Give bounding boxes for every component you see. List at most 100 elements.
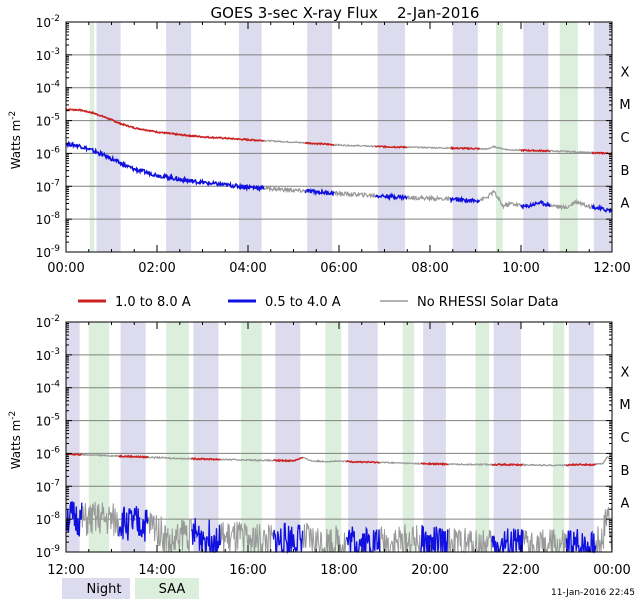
- top-series: [65, 107, 613, 214]
- saa-band: [495, 22, 503, 252]
- saa-band: [166, 322, 189, 552]
- night-band: [493, 322, 521, 552]
- flare-class-label: C: [620, 131, 629, 146]
- series-line-long: [66, 107, 262, 142]
- top-ticks: 10-9 10-8 10-7 10-6 10-5 10-4 10-3 10-2 A B C M X 00:…: [36, 14, 631, 276]
- night-band: [423, 322, 446, 552]
- x-tick-label: 18:00: [320, 563, 357, 578]
- top-panel: 10-9 10-8 10-7 10-6 10-5 10-4 10-3 10-2 A B C M X 00:…: [8, 14, 631, 276]
- series-line-long: [520, 148, 551, 153]
- y-tick-label: 10-8: [36, 511, 61, 527]
- series-line-long: [565, 462, 597, 467]
- series-line-long: [190, 457, 221, 461]
- night-key-swatch: [62, 578, 130, 599]
- y-tick-label: 10-3: [36, 347, 60, 363]
- series-line-short: [65, 140, 263, 192]
- flare-class-label: C: [620, 431, 629, 446]
- series-line-short: [304, 187, 335, 197]
- y-tick-label: 10-7: [36, 178, 60, 194]
- saa-band: [241, 322, 262, 552]
- y-tick-label: 10-3: [36, 47, 60, 63]
- flare-class-label: A: [621, 197, 630, 212]
- legend-label: 0.5 to 4.0 A: [265, 295, 341, 310]
- x-tick-label: 16:00: [229, 563, 266, 578]
- legend-label: No RHESSI Solar Data: [417, 295, 559, 310]
- y-tick-label: 10-8: [36, 211, 61, 227]
- bottom-ticks: 10-9 10-8 10-7 10-6 10-5 10-4 10-3 10-2 A B C M X 12:…: [36, 314, 631, 578]
- series-line-long: [118, 454, 149, 459]
- y-tick-label: 10-4: [36, 80, 61, 96]
- series-line-short: [449, 195, 481, 204]
- y-tick-label: 10-5: [36, 113, 60, 129]
- x-tick-label: 14:00: [138, 563, 175, 578]
- night-band: [452, 22, 478, 252]
- series-line-short: [118, 506, 149, 542]
- night-band: [307, 22, 333, 252]
- saa-band: [88, 322, 110, 552]
- night-band: [66, 322, 80, 552]
- x-tick-label: 10:00: [502, 261, 539, 276]
- saa-band: [325, 322, 342, 552]
- saa-band: [559, 22, 578, 252]
- x-tick-label: 22:00: [502, 563, 539, 578]
- x-tick-label: 20:00: [411, 563, 448, 578]
- night-band: [238, 22, 262, 252]
- footer-timestamp: 11-Jan-2016 22:45: [551, 588, 635, 598]
- night-band: [377, 22, 405, 252]
- y-tick-label: 10-9: [36, 544, 61, 560]
- saa-key-label: SAA: [159, 582, 186, 597]
- flare-class-label: M: [619, 98, 630, 113]
- x-tick-label: 04:00: [229, 261, 266, 276]
- series-line-short: [346, 526, 381, 553]
- series-line-long: [273, 456, 304, 463]
- night-band: [96, 22, 121, 252]
- y-tick-label: 10-5: [36, 413, 60, 429]
- bottom-bands: [66, 322, 594, 552]
- night-band: [523, 22, 549, 252]
- figure-title: GOES 3-sec X-ray Flux 2-Jan-2016: [211, 4, 480, 22]
- series-line-short: [272, 522, 304, 554]
- series-line-long: [420, 461, 449, 467]
- series-line-long: [304, 141, 335, 147]
- flare-class-label: B: [621, 164, 630, 179]
- x-tick-label: 12:00: [593, 261, 630, 276]
- x-tick-label: 08:00: [411, 261, 448, 276]
- legend-label: 1.0 to 8.0 A: [115, 295, 191, 310]
- band-key: Night SAA: [62, 578, 199, 599]
- flare-class-label: M: [619, 398, 630, 413]
- x-tick-label: 06:00: [320, 261, 357, 276]
- bottom-grid: [66, 354, 612, 520]
- x-tick-label: 00:00: [47, 261, 84, 276]
- top-grid: [66, 54, 612, 220]
- saa-key-swatch: [135, 578, 199, 599]
- series-line-long: [450, 145, 481, 151]
- flare-class-label: B: [621, 464, 630, 479]
- night-band: [275, 322, 301, 552]
- series-line-short: [374, 192, 408, 202]
- series-line-short: [520, 200, 551, 210]
- series-line-short: [65, 501, 83, 537]
- y-tick-label: 10-2: [36, 14, 60, 30]
- series-line-short: [491, 528, 524, 553]
- night-key-label: Night: [87, 582, 122, 597]
- bottom-panel: 10-9 10-8 10-7 10-6 10-5 10-4 10-3 10-2 A B C M X 12:…: [8, 314, 631, 578]
- saa-band: [402, 322, 415, 552]
- series-line-long: [345, 459, 380, 464]
- night-band: [568, 322, 594, 552]
- y-tick-label: 10-6: [36, 445, 61, 461]
- flare-class-label: A: [621, 497, 630, 512]
- night-band: [166, 22, 192, 252]
- x-tick-label: 00:00: [593, 563, 630, 578]
- y-tick-label: 10-7: [36, 478, 60, 494]
- top-ylabel: Watts m-2: [8, 111, 23, 170]
- x-tick-label: 02:00: [138, 261, 175, 276]
- flare-class-label: X: [621, 65, 630, 80]
- series-line-long: [491, 462, 524, 467]
- saa-band: [552, 322, 565, 552]
- bottom-ylabel: Watts m-2: [8, 411, 23, 470]
- saa-band: [475, 322, 490, 552]
- y-tick-label: 10-6: [36, 145, 61, 161]
- flare-class-label: X: [621, 365, 630, 380]
- y-tick-label: 10-4: [36, 380, 61, 396]
